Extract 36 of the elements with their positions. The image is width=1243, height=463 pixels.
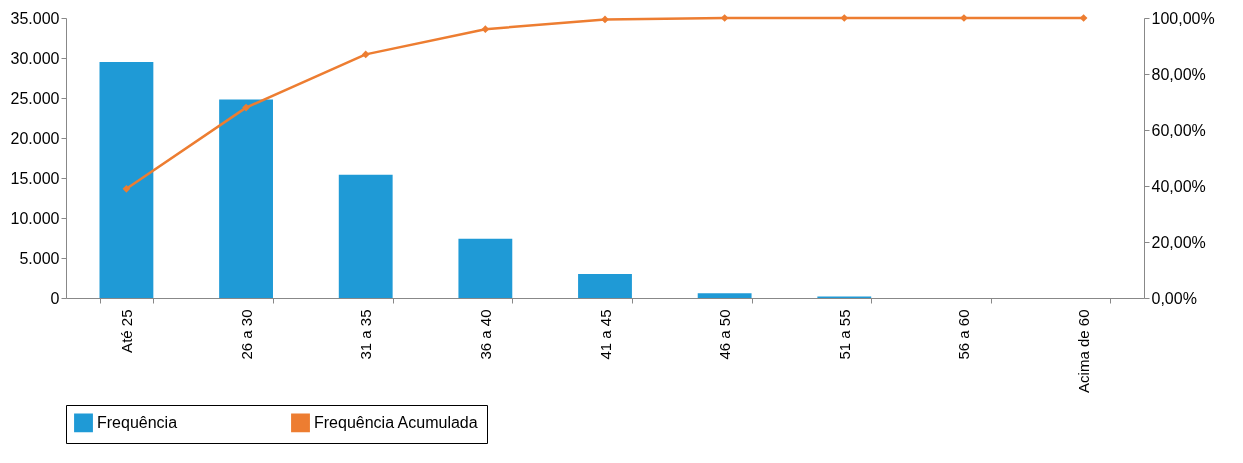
y-tick-label: 0 [50,289,60,307]
x-tick-label: 26 a 30 [237,309,255,360]
legend-label: Frequência Acumulada [314,413,478,431]
point [601,15,609,24]
y-tick-label: 20.000 [10,129,60,147]
y-tick-label: 35.000 [10,9,60,27]
y-tick-label: 10.000 [10,209,60,227]
y-tick-label: 15.000 [10,169,60,187]
point [481,25,490,34]
x-tick-label: 31 a 35 [357,309,375,360]
y2-tick-label: 60,00% [1151,121,1206,139]
y-tick-label: 30.000 [10,49,60,67]
bar [697,293,752,298]
point [361,50,370,59]
point [122,184,131,193]
bar [578,274,632,298]
y2-tick-label: 40,00% [1151,177,1206,195]
x-tick-label: 41 a 45 [596,309,614,360]
bar [99,62,154,298]
bar [219,99,273,298]
y2-tick-label: 20,00% [1151,233,1206,251]
legend-label: Frequência [97,413,178,431]
bar [458,238,513,298]
x-tick-label: Até 25 [117,309,135,353]
x-tick-label: Acima de 60 [1075,309,1093,393]
x-tick-label: 46 a 50 [716,309,734,360]
y-tick-label: 25.000 [10,89,60,107]
point [242,103,250,112]
y2-tick-label: 0,00% [1151,289,1197,307]
y2-tick-label: 100,00% [1151,9,1215,27]
y-tick-label: 5.000 [19,249,60,267]
x-tick-label: 56 a 60 [955,309,973,360]
x-tick-label: 36 a 40 [476,309,494,360]
bar [338,174,393,298]
y2-tick-label: 80,00% [1151,65,1206,83]
x-tick-label: 51 a 55 [835,309,853,360]
